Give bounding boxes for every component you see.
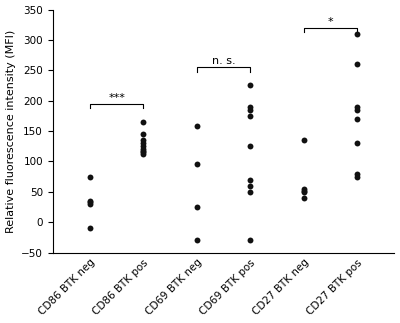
Point — [247, 238, 254, 243]
Point — [87, 200, 93, 205]
Point — [140, 120, 147, 125]
Point — [140, 131, 147, 137]
Point — [300, 195, 307, 201]
Point — [247, 144, 254, 149]
Point — [194, 204, 200, 210]
Point — [87, 201, 93, 206]
Point — [87, 174, 93, 179]
Point — [140, 147, 147, 152]
Point — [247, 107, 254, 112]
Text: ***: *** — [108, 92, 125, 102]
Point — [354, 31, 360, 36]
Point — [247, 177, 254, 182]
Point — [247, 113, 254, 119]
Point — [140, 148, 147, 153]
Point — [140, 151, 147, 156]
Point — [300, 186, 307, 191]
Point — [354, 171, 360, 176]
Point — [140, 150, 147, 155]
Text: n. s.: n. s. — [212, 56, 235, 66]
Y-axis label: Relative fluorescence intensity (MFI): Relative fluorescence intensity (MFI) — [6, 29, 16, 233]
Point — [354, 116, 360, 121]
Point — [247, 183, 254, 188]
Point — [140, 138, 147, 143]
Point — [300, 138, 307, 143]
Point — [87, 226, 93, 231]
Point — [247, 189, 254, 194]
Point — [354, 104, 360, 109]
Point — [87, 198, 93, 203]
Point — [247, 104, 254, 109]
Text: *: * — [328, 16, 333, 26]
Point — [354, 107, 360, 112]
Point — [247, 83, 254, 88]
Point — [140, 141, 147, 146]
Point — [300, 189, 307, 194]
Point — [354, 174, 360, 179]
Point — [354, 141, 360, 146]
Point — [354, 62, 360, 67]
Point — [140, 144, 147, 149]
Point — [194, 238, 200, 243]
Point — [194, 162, 200, 167]
Point — [194, 124, 200, 129]
Point — [300, 188, 307, 193]
